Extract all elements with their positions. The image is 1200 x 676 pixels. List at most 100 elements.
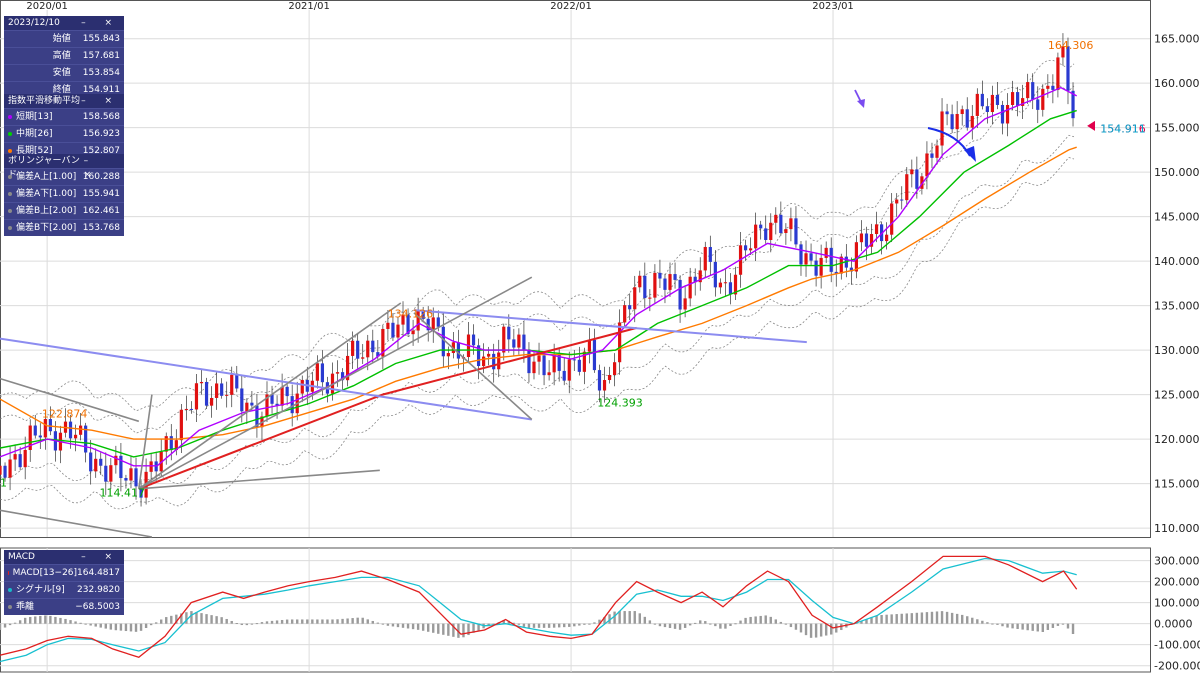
candle-body: [134, 468, 138, 487]
bollinger-panel-header[interactable]: ボリンジャーバンド – ×: [4, 154, 124, 180]
candle-body: [557, 354, 561, 371]
macd-hist-bar: [618, 611, 621, 624]
candle-body: [542, 355, 546, 376]
macd-hist-bar: [311, 619, 314, 624]
candle-body: [733, 274, 738, 295]
trend-line: [138, 469, 380, 490]
candle-body: [512, 339, 516, 348]
trend-line: [413, 309, 807, 344]
macd-hist-bar: [658, 623, 662, 627]
ema-panel-header[interactable]: 指数平滑移動平均 – ×: [4, 94, 124, 108]
panel-controls-icon[interactable]: – ×: [81, 96, 120, 106]
macd-hist-bar: [265, 621, 269, 624]
legend-dot-icon: [8, 149, 12, 153]
down-arrow-head-icon: [964, 146, 976, 162]
candle-body: [703, 246, 707, 271]
bollinger-line: [0, 60, 1075, 412]
price-annotation: 1: [0, 477, 7, 490]
candle-body: [94, 458, 98, 472]
price-tick-label: 165.000: [1154, 33, 1200, 46]
candle-body: [774, 214, 778, 223]
macd-hist-bar: [200, 613, 203, 624]
macd-hist-bar: [306, 619, 309, 624]
candle-body: [194, 383, 199, 410]
candle-body: [79, 425, 83, 435]
price-tick-label: 110.000: [1154, 522, 1200, 535]
candle-body: [84, 425, 88, 453]
macd-hist-bar: [719, 623, 722, 629]
candle-body: [280, 386, 284, 406]
candle-body: [199, 381, 204, 384]
candle-body: [769, 222, 773, 240]
candle-body: [829, 247, 833, 272]
macd-hist-bar: [683, 623, 687, 628]
macd-hist-bar: [905, 613, 908, 624]
candle-body: [612, 362, 617, 375]
macd-hist-bar: [235, 623, 238, 625]
trend-line: [138, 394, 153, 489]
panel-controls-icon[interactable]: – ×: [81, 18, 120, 28]
ema-panel-title: 指数平滑移動平均: [8, 96, 81, 106]
ohlc-row-open: 始値 155.843: [4, 30, 124, 47]
price-annotation: 134.126: [388, 307, 434, 320]
candle-body: [89, 452, 93, 472]
macd-hist-bar: [613, 611, 616, 624]
candle-body: [597, 370, 602, 391]
candle-body: [910, 169, 914, 175]
candle-body: [985, 106, 989, 113]
macd-hist-bar: [215, 616, 218, 624]
candle-body: [502, 326, 506, 353]
macd-row-macd: MACD[13−26] 164.4817: [4, 564, 124, 581]
macd-hist-bar: [759, 615, 762, 624]
macd-hist-bar: [819, 623, 823, 637]
macd-hist-bar: [623, 611, 626, 624]
candle-body: [250, 402, 254, 406]
candle-body: [784, 229, 788, 234]
candle-body: [854, 242, 859, 272]
candle-body: [1021, 98, 1025, 106]
candle-body: [764, 228, 768, 240]
candle-body: [114, 455, 118, 466]
macd-hist-bar: [557, 623, 561, 628]
macd-hist-bar: [809, 623, 813, 638]
macd-hist-bar: [638, 613, 641, 624]
candle-body: [940, 111, 944, 146]
macd-hist-bar: [290, 619, 294, 624]
price-tick-label: 160.000: [1154, 77, 1200, 90]
macd-hist-bar: [996, 623, 999, 625]
candle-body: [1026, 82, 1030, 99]
macd-panel-header[interactable]: MACD – ×: [4, 550, 124, 564]
arrows: [854, 89, 976, 162]
trend-line: [0, 337, 532, 421]
candle-body: [28, 425, 32, 450]
macd-hist-bar: [316, 619, 319, 624]
panel-controls-icon[interactable]: – ×: [83, 156, 100, 180]
macd-hist-bar: [673, 623, 677, 629]
candle-body: [582, 351, 586, 372]
ohlc-panel-header[interactable]: 2023/12/10 – ×: [4, 16, 124, 30]
macd-hist-bar: [270, 620, 274, 624]
candle-body: [431, 317, 435, 331]
candle-body: [179, 409, 183, 441]
last-price-marker-icon: [1087, 120, 1095, 131]
candle-body: [235, 374, 239, 389]
candle-body: [849, 267, 853, 272]
macd-hist-bar: [573, 623, 576, 627]
candle-body: [824, 247, 828, 258]
macd-hist-bar: [1066, 623, 1070, 629]
candle-body: [759, 224, 763, 229]
macd-hist-bar: [341, 618, 344, 624]
macd-lines: [0, 555, 1078, 663]
macd-hist-bar: [1001, 623, 1004, 627]
macd-hist-bar: [49, 615, 52, 624]
macd-hist-bar: [34, 616, 37, 624]
panel-controls-icon[interactable]: – ×: [81, 552, 120, 562]
macd-hist-bar: [321, 619, 324, 624]
macd-hist-bar: [870, 617, 873, 624]
candle-body: [240, 388, 244, 412]
macd-axis: 300.0000 200.0000 100.0000 0.0000 -100.0000 -…: [1154, 555, 1200, 673]
macd-hist-bar: [139, 623, 143, 631]
macd-hist-bar: [678, 623, 682, 630]
candle-body: [1041, 88, 1045, 110]
ema-mid-line: [0, 109, 1077, 458]
